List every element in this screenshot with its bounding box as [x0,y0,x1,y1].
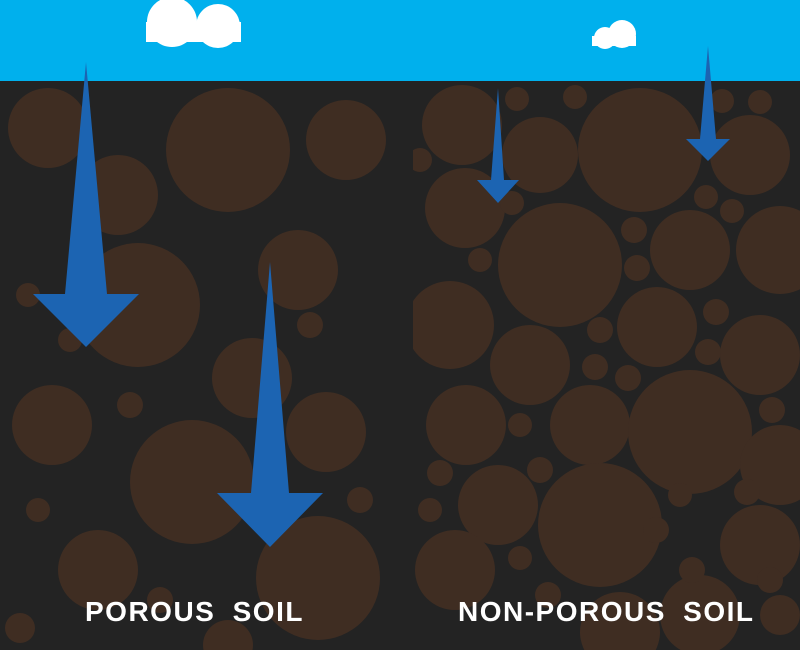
non-porous-soil-particle [760,595,800,635]
non-porous-soil-particle [703,299,729,325]
porous-soil-particle [8,88,88,168]
porous-soil-particle [130,420,254,544]
non-porous-soil-particle [694,185,718,209]
water-arrow-icon [477,88,519,203]
non-porous-soil-particle [679,557,705,583]
porous-soil-label: POROUS SOIL [85,596,304,627]
porous-soil-particle [286,392,366,472]
non-porous-soil-particle [427,460,453,486]
non-porous-soil-particle [508,546,532,570]
non-porous-soil-particle [720,505,800,585]
non-porous-soil-particle [624,255,650,281]
non-porous-soil-particle [734,479,760,505]
non-porous-soil-particle [643,517,669,543]
cloud-icon [592,20,636,49]
porous-soil-particle [5,613,35,643]
non-porous-soil-particle [505,87,529,111]
non-porous-soil-particle [587,317,613,343]
porous-soil-particle [306,100,386,180]
non-porous-soil-particle [695,339,721,365]
water-arrow-icon [217,262,323,547]
sky [0,0,800,81]
non-porous-soil-particle [668,483,692,507]
non-porous-soil-particle [538,463,662,587]
non-porous-soil-particle [720,315,800,395]
water-arrow-icon [33,62,139,347]
non-porous-soil-particle [535,582,561,608]
non-porous-soil-particle [628,370,752,494]
porous-soil-particle [76,243,200,367]
porous-soil-particle [147,587,173,613]
non-porous-soil-particle [426,385,506,465]
non-porous-soil-particle [415,530,495,610]
non-porous-soil-particle [418,498,442,522]
water-arrow-icon [686,46,730,161]
non-porous-soil-particle [527,457,553,483]
porous-soil-particle [256,516,380,640]
non-porous-soil-particle [550,385,630,465]
porous-soil-particle [16,283,40,307]
non-porous-soil-particle [710,89,734,113]
non-porous-soil-particle [578,88,702,212]
non-porous-soil-particle [621,217,647,243]
non-porous-soil-particle [500,191,524,215]
non-porous-soil-particle [748,90,772,114]
non-porous-soil-particle [413,148,432,172]
cloud-icon [146,0,241,48]
porous-soil-particle [12,385,92,465]
panel-divider [410,81,414,650]
non-porous-soil-particle [490,325,570,405]
non-porous-soil-particle [617,287,697,367]
non-porous-soil-particle [422,85,502,165]
non-porous-soil-particle [736,206,800,294]
porous-soil-particle [203,620,253,650]
porous-soil-particle [347,487,373,513]
porous-soil-particle [58,530,138,610]
non-porous-soil-particle [468,248,492,272]
non-porous-soil-particle [563,85,587,109]
non-porous-soil-particle [502,117,578,193]
non-porous-soil-particle [508,413,532,437]
non-porous-soil-particle [650,210,730,290]
non-porous-soil-particle [580,592,660,650]
non-porous-soil-particle [757,567,783,593]
porous-soil-particle [297,312,323,338]
non-porous-soil-particle [615,365,641,391]
porous-soil-particle [258,230,338,310]
non-porous-soil-particle [413,281,494,369]
water-arrows [33,46,730,547]
non-porous-soil-particle [660,575,740,650]
non-porous-soil-particle [720,199,744,223]
non-porous-soil-particle [582,354,608,380]
non-porous-soil-particle [759,397,785,423]
porous-soil-particle [117,392,143,418]
non-porous-soil-particle [498,203,622,327]
non-porous-soil-label: NON-POROUS SOIL [458,596,755,627]
porous-soil-particle [166,88,290,212]
porous-soil-particles [5,88,386,650]
porous-soil-particle [26,498,50,522]
non-porous-soil-particle [710,115,790,195]
non-porous-soil-particle [458,465,538,545]
non-porous-soil-particles [413,85,800,650]
